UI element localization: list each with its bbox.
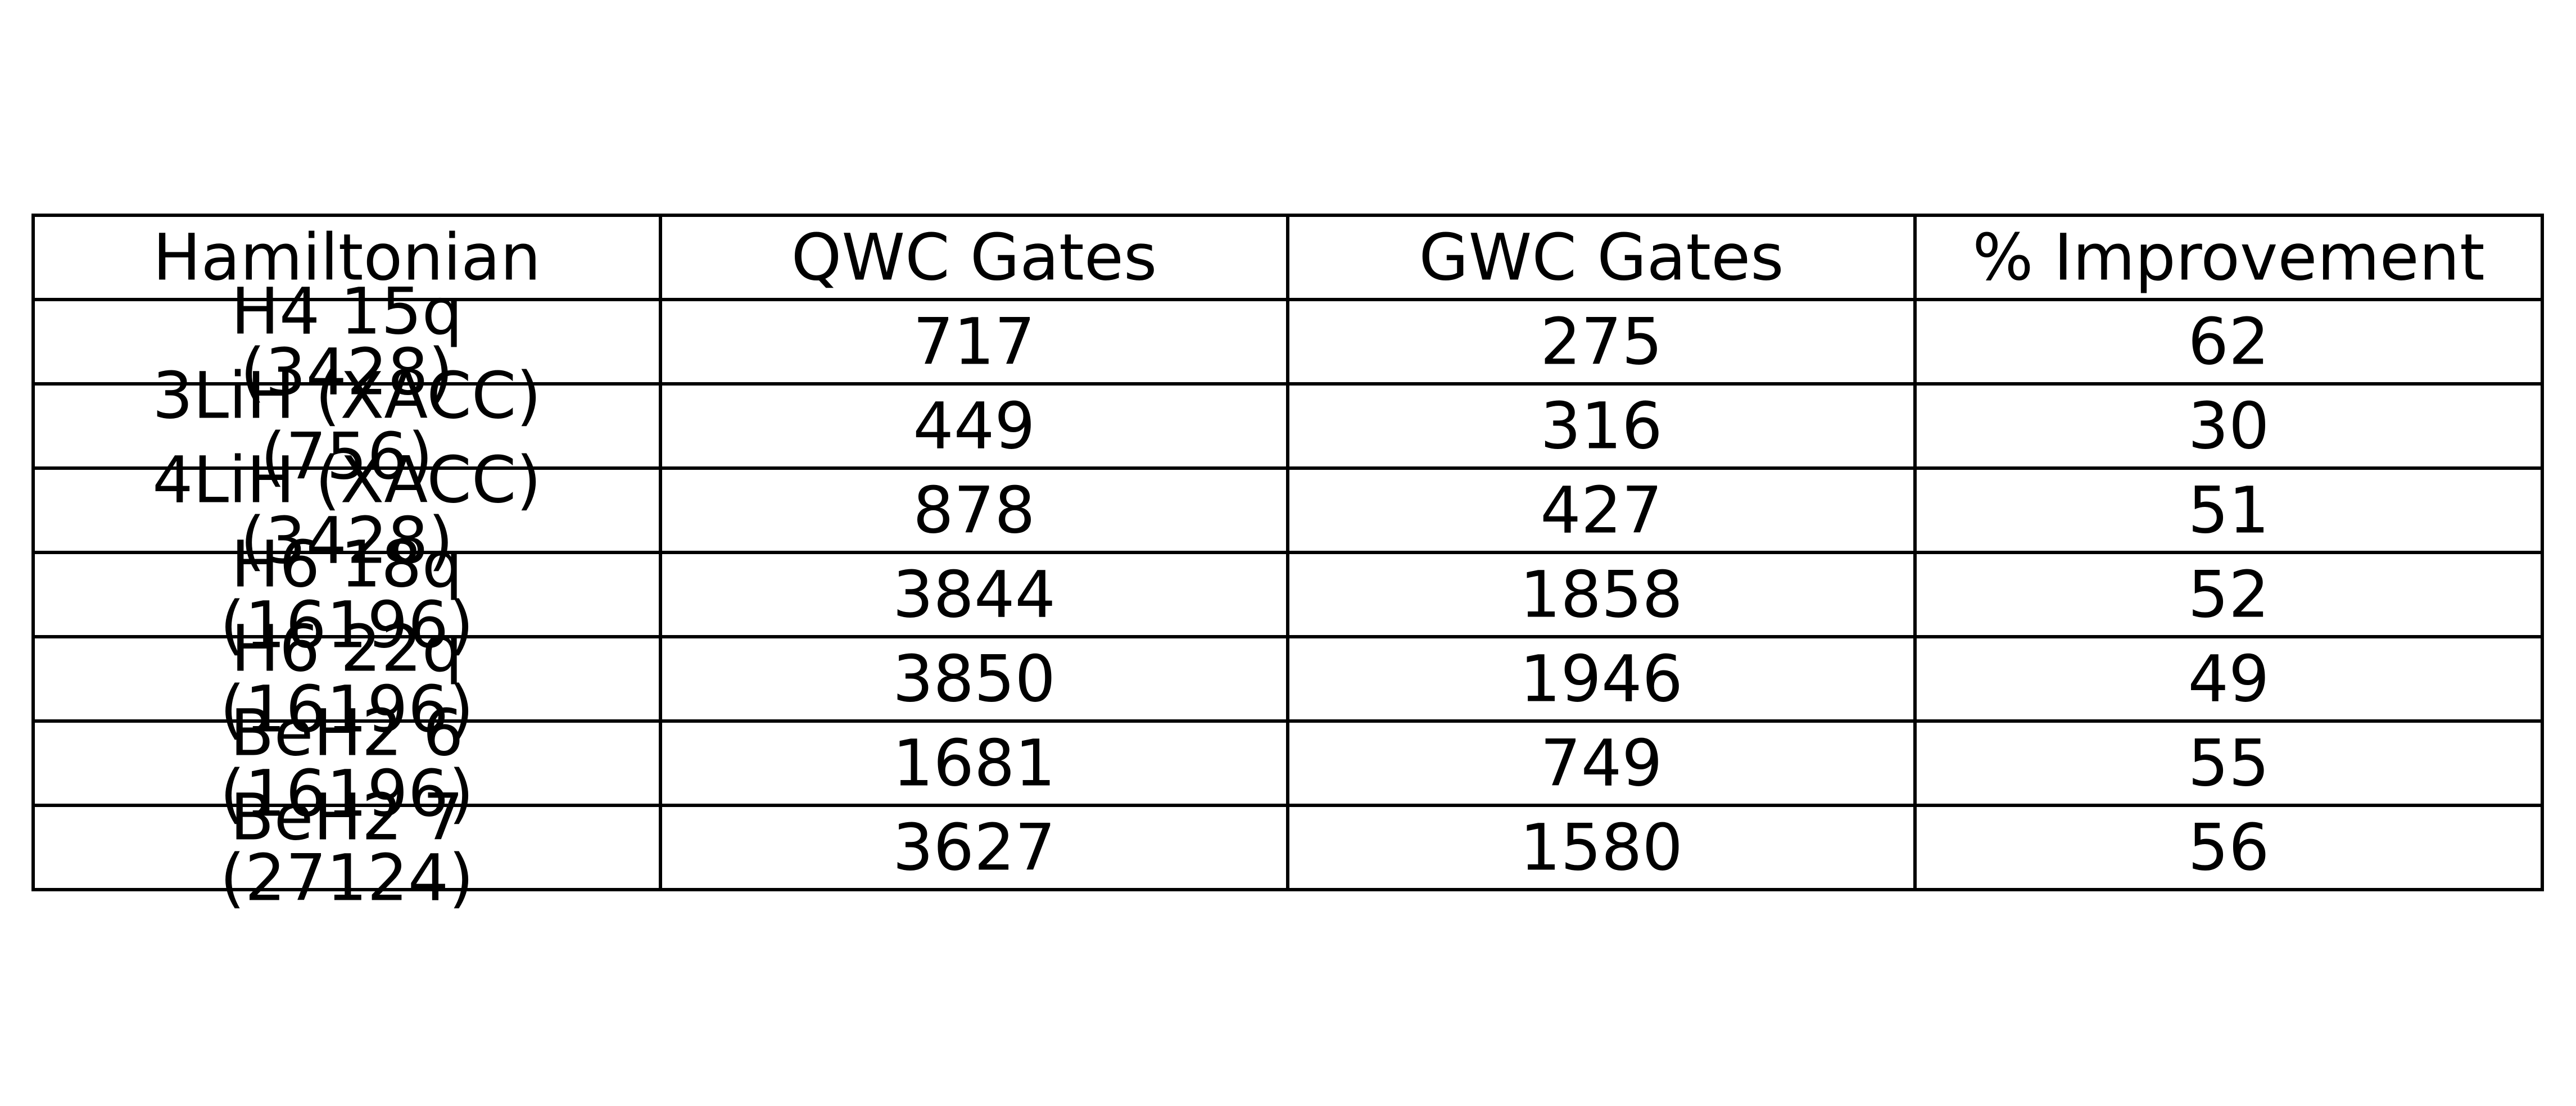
qwc-gates-cell: 1681	[893, 726, 1056, 801]
gwc-gates-cell: 275	[1540, 305, 1663, 379]
qwc-gates-cell: 878	[913, 473, 1035, 548]
hamiltonian-cell: (27124)	[220, 841, 474, 915]
qwc-gates-cell: 3844	[893, 557, 1056, 632]
hamiltonian-cell: (3428)	[240, 335, 453, 410]
hamiltonian-cell: H6 22q	[231, 611, 463, 686]
hamiltonian-cell: (3428)	[240, 504, 453, 578]
hamiltonian-cell: 3LiH (XACC)	[152, 359, 541, 433]
improvement-cell: 51	[2188, 473, 2269, 548]
improvement-cell: 56	[2188, 810, 2269, 885]
table-header-cell: % Improvement	[1972, 220, 2484, 295]
improvement-cell: 30	[2188, 389, 2269, 464]
gwc-gates-cell: 316	[1540, 389, 1663, 464]
hamiltonian-cell: H6 18q	[231, 527, 463, 602]
qwc-gates-cell: 3850	[893, 642, 1056, 717]
table-header-cell: GWC Gates	[1419, 220, 1783, 295]
table-cells: Hamiltonian QWC Gates GWC Gates % Improveme…	[152, 220, 2485, 915]
hamiltonian-cell: H4 15q	[231, 274, 463, 349]
hamiltonian-cell: BeH2 7	[230, 780, 463, 855]
improvement-cell: 62	[2188, 305, 2269, 379]
table-header-cell: Hamiltonian	[153, 220, 541, 295]
improvement-cell: 49	[2188, 642, 2269, 717]
gwc-gates-cell: 1580	[1520, 810, 1683, 885]
hamiltonian-cell: (16196)	[220, 756, 474, 831]
gwc-gates-cell: 427	[1540, 473, 1663, 548]
improvement-cell: 55	[2188, 726, 2269, 801]
qwc-gates-cell: 3627	[893, 810, 1056, 885]
improvement-cell: 52	[2188, 557, 2269, 632]
qwc-gates-cell: 717	[913, 305, 1035, 379]
hamiltonian-cell: 4LiH (XACC)	[152, 443, 541, 518]
hamiltonian-cell: (16196)	[220, 672, 474, 747]
gwc-gates-cell: 749	[1540, 726, 1663, 801]
gwc-gates-cell: 1858	[1520, 557, 1683, 632]
hamiltonian-cell: (756)	[261, 419, 433, 494]
table-header-cell: QWC Gates	[791, 220, 1157, 295]
hamiltonian-cell: (16196)	[220, 588, 474, 663]
qwc-gates-cell: 449	[913, 389, 1035, 464]
gwc-gates-cell: 1946	[1520, 642, 1683, 717]
hamiltonian-cell: BeH2 6	[230, 696, 463, 770]
table-grid	[31, 214, 2544, 891]
